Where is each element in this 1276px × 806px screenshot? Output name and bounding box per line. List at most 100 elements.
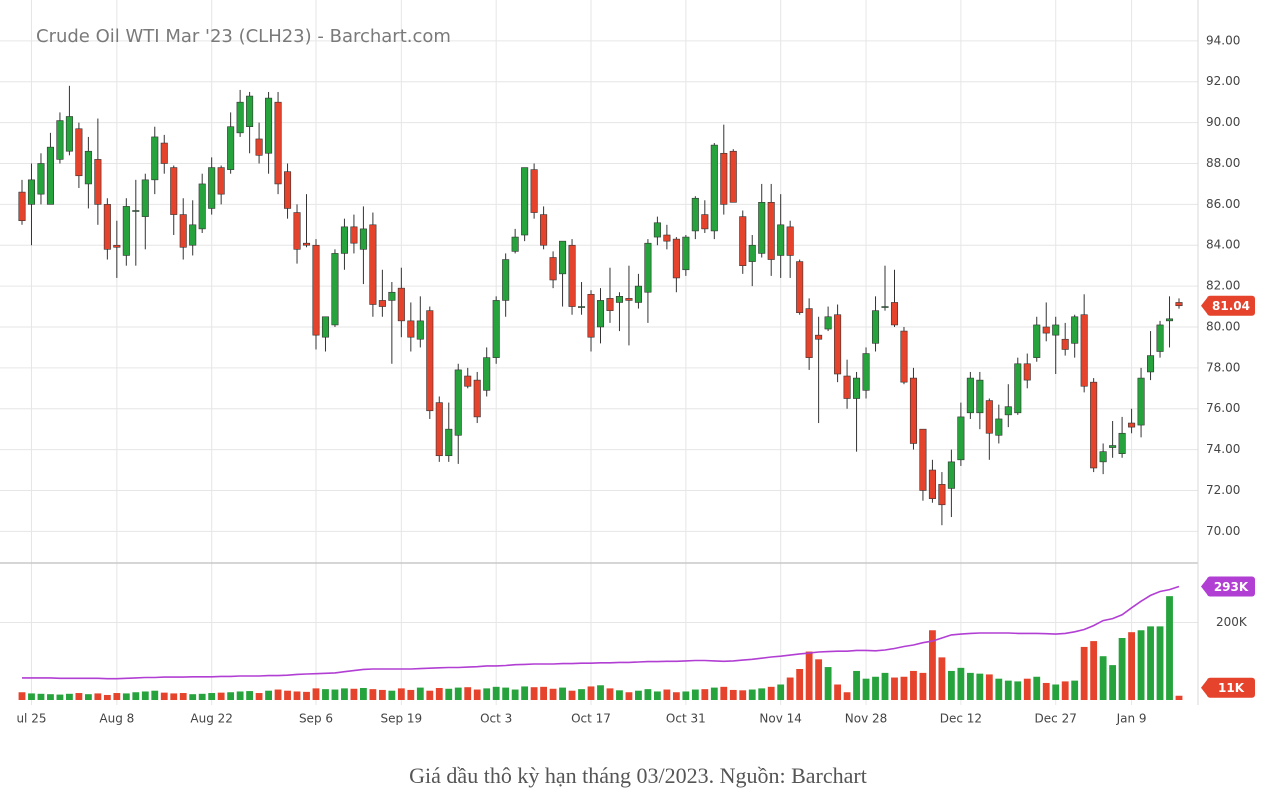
candle-body xyxy=(170,167,178,215)
candle-body xyxy=(710,144,718,232)
volume-bar xyxy=(1014,681,1022,700)
volume-bar xyxy=(255,693,263,700)
candle-body xyxy=(1099,451,1107,463)
candle-body xyxy=(957,416,965,461)
candle-body xyxy=(94,159,102,205)
volume-bar xyxy=(929,630,936,700)
candle-body xyxy=(966,377,974,414)
volume-bar xyxy=(378,689,386,700)
candle-body xyxy=(691,197,699,232)
last-price-tag-box xyxy=(1207,295,1255,316)
candle-body xyxy=(815,334,823,340)
volume-bar xyxy=(881,672,889,700)
candle-body xyxy=(284,171,292,209)
volume-bar xyxy=(1004,680,1012,700)
volume-bar xyxy=(549,688,557,700)
candle-body xyxy=(1071,316,1079,344)
x-tick-label: Dec 27 xyxy=(1035,712,1077,726)
candle-body xyxy=(511,236,519,252)
y-tick-label: 80.00 xyxy=(1206,319,1240,333)
volume-bar xyxy=(84,694,92,700)
candle-body xyxy=(739,216,747,266)
y-tick-label: 92.00 xyxy=(1206,74,1240,88)
candle-body xyxy=(1090,381,1098,469)
volume-bar xyxy=(966,672,974,700)
candle-body xyxy=(1147,355,1155,373)
volume-bar xyxy=(274,689,282,700)
volume-bar xyxy=(265,690,272,700)
volume-bar xyxy=(872,676,879,700)
marks xyxy=(18,85,1183,700)
candle-body xyxy=(426,310,434,412)
volume-bar xyxy=(189,694,197,700)
last-price-tag-pointer xyxy=(1201,296,1208,315)
volume-bar xyxy=(407,689,415,700)
volume-bar xyxy=(502,687,510,700)
volume-bar xyxy=(568,690,576,700)
volume-bar xyxy=(663,689,671,700)
volume-bar xyxy=(246,691,254,700)
volume-bar xyxy=(341,688,348,700)
volume-bar xyxy=(1023,678,1031,700)
volume-bar xyxy=(691,689,699,700)
candle-body xyxy=(65,116,73,152)
candle-body xyxy=(644,242,652,293)
candle-body xyxy=(862,353,870,391)
volume-bar xyxy=(322,689,329,700)
x-tick-label: Oct 31 xyxy=(666,712,706,726)
volume-bar xyxy=(293,691,301,700)
volume-bar xyxy=(521,686,529,700)
candle-body xyxy=(236,101,244,134)
candle-body xyxy=(435,402,443,457)
candle-body xyxy=(805,308,813,358)
labels: 70.00 72.00 74.00 76.00 78.00 80.00 82.00 84.00… xyxy=(16,33,1255,726)
volume-bar xyxy=(644,689,652,700)
volume-bar xyxy=(1052,684,1060,700)
volume-bar xyxy=(1109,665,1117,700)
y-tick-label: 200K xyxy=(1216,615,1248,629)
candle-body xyxy=(777,224,785,256)
candle-body xyxy=(578,306,586,308)
x-tick-label: Oct 3 xyxy=(480,712,512,726)
candle-body xyxy=(255,138,263,156)
candle-body xyxy=(976,379,984,414)
volume-bar xyxy=(1099,656,1107,700)
candle-body xyxy=(909,377,917,444)
volume-bar xyxy=(217,692,225,700)
y-tick-label: 90.00 xyxy=(1206,115,1240,129)
volume-bar xyxy=(891,677,898,700)
volume-bar xyxy=(75,693,83,700)
candle-body xyxy=(473,379,481,418)
volume-bar xyxy=(47,694,54,700)
x-tick-label: Nov 28 xyxy=(845,712,888,726)
candle-body xyxy=(160,142,168,164)
candle-body xyxy=(46,146,54,205)
candle-body xyxy=(748,244,756,262)
y-tick-label: 74.00 xyxy=(1206,442,1240,456)
volume-bar xyxy=(37,693,45,700)
candle-body xyxy=(151,136,159,181)
volume-bar xyxy=(511,689,519,700)
volume-bar xyxy=(170,693,178,700)
volume-bar xyxy=(416,687,424,700)
volume-bar xyxy=(834,684,842,700)
candle-body xyxy=(492,300,500,358)
volume-bar xyxy=(530,687,538,700)
candle-body xyxy=(947,461,955,489)
candle-body xyxy=(559,240,567,275)
volume-bar xyxy=(179,693,187,700)
candle-body xyxy=(274,101,282,185)
candle-body xyxy=(369,224,377,305)
volume-bar xyxy=(815,659,823,700)
volume-bar xyxy=(350,688,358,700)
volume-bar xyxy=(587,686,595,700)
candle-body xyxy=(682,236,690,271)
volume-bar xyxy=(435,687,443,700)
volume-bar xyxy=(284,690,291,700)
volume-bar xyxy=(492,686,500,700)
candle-body xyxy=(530,169,538,213)
last-volume-tag-pointer xyxy=(1201,678,1208,697)
volume-bar xyxy=(900,676,908,700)
volume-bar xyxy=(672,692,680,700)
